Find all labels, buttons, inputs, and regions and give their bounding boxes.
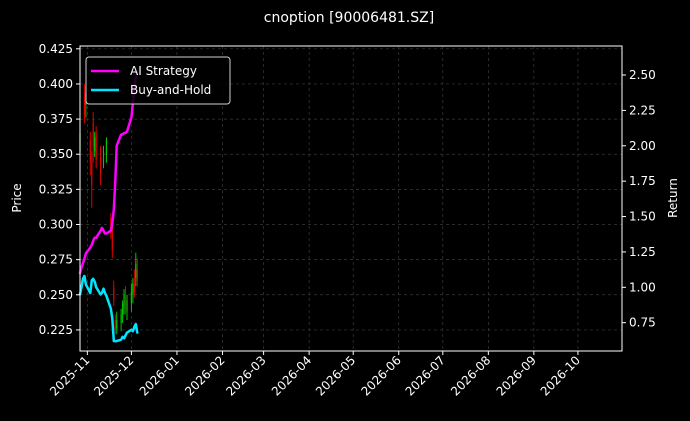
- left-y-axis-label: Price: [10, 183, 24, 212]
- candle-body: [114, 320, 116, 330]
- left-y-tick-label: 0.225: [39, 323, 73, 337]
- candle-body: [121, 303, 124, 315]
- candle-body: [110, 217, 112, 231]
- candle-body: [133, 283, 135, 292]
- left-y-tick-label: 0.325: [39, 182, 73, 196]
- candle-body: [102, 151, 105, 166]
- series-line-ai-strategy: [78, 70, 139, 275]
- right-y-tick-label: 1.75: [629, 174, 656, 188]
- right-y-tick-label: 2.00: [629, 139, 656, 153]
- series-line-buy-and-hold: [78, 274, 139, 343]
- candle-body: [116, 320, 118, 329]
- candle-body: [126, 300, 128, 312]
- right-y-axis: 0.75 1.00 1.25 1.50 1.75 2.00 2.25 2.50: [622, 68, 656, 330]
- right-y-axis-label: Return: [666, 178, 680, 218]
- left-y-tick-label: 0.375: [39, 112, 73, 126]
- left-y-tick-label: 0.300: [39, 218, 73, 232]
- candle-body: [135, 263, 137, 278]
- candle-body: [83, 95, 86, 115]
- candle-body: [99, 157, 102, 174]
- right-y-tick-label: 1.50: [629, 210, 656, 224]
- candle-body: [111, 224, 113, 250]
- candle-body: [136, 269, 138, 281]
- candle-body: [124, 297, 127, 309]
- legend-label-ai-strategy: AI Strategy: [130, 64, 197, 78]
- right-y-tick-label: 1.25: [629, 245, 656, 259]
- right-y-tick-label: 2.50: [629, 68, 656, 82]
- right-y-tick-label: 2.25: [629, 103, 656, 117]
- candle-body: [123, 294, 125, 307]
- candle-body: [113, 287, 115, 301]
- plot-frame: [79, 45, 623, 352]
- left-y-tick-label: 0.400: [39, 77, 73, 91]
- left-y-tick-label: 0.250: [39, 288, 73, 302]
- right-y-tick-label: 1.00: [629, 280, 656, 294]
- candle-body: [89, 140, 91, 162]
- candle-body: [132, 283, 134, 295]
- legend: AI Strategy Buy-and-Hold: [85, 56, 231, 105]
- candle-body: [95, 133, 97, 160]
- left-y-tick-label: 0.350: [39, 147, 73, 161]
- legend-box: [85, 56, 231, 105]
- left-y-axis: 0.225 0.250 0.275 0.300 0.325 0.350 0.375 0.400…: [39, 42, 80, 337]
- left-y-tick-label: 0.275: [39, 253, 73, 267]
- candle-body: [130, 291, 133, 304]
- candle-body: [105, 140, 108, 155]
- candle-body: [92, 123, 94, 146]
- candle-body: [91, 161, 93, 186]
- left-y-tick-label: 0.425: [39, 42, 73, 56]
- right-y-tick-label: 0.75: [629, 316, 656, 330]
- series-lines: [78, 70, 139, 343]
- legend-label-buy-and-hold: Buy-and-Hold: [130, 83, 211, 97]
- candle-body: [94, 137, 96, 152]
- chart-title: cnoption [90006481.SZ]: [264, 10, 434, 26]
- candle-body: [120, 314, 122, 323]
